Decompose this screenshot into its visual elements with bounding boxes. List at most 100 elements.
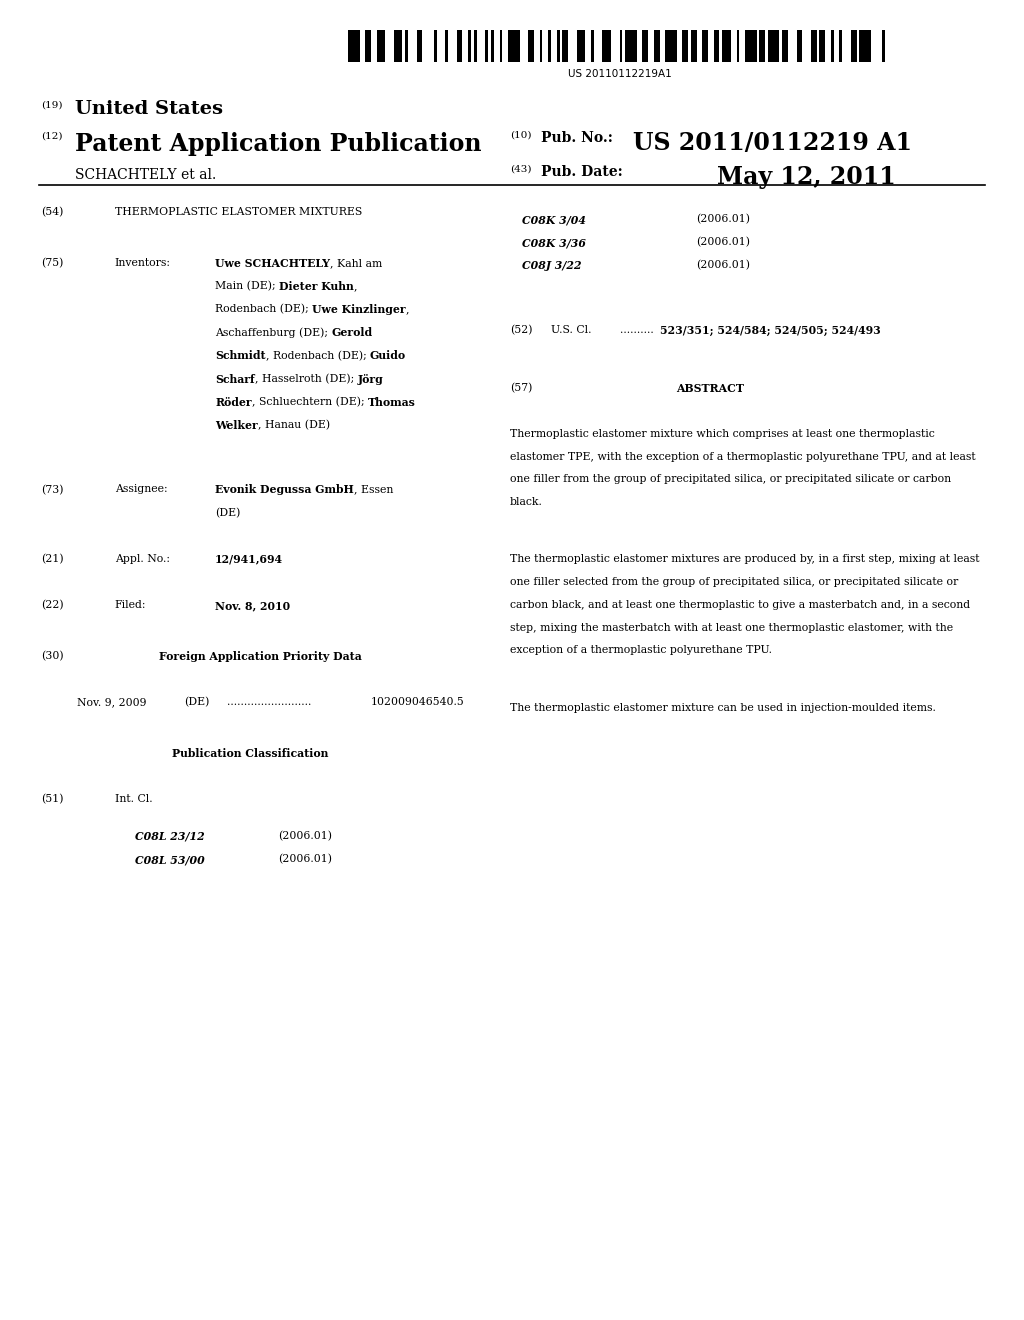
Text: Scharf: Scharf — [215, 374, 255, 384]
Bar — [366, 30, 371, 62]
Text: United States: United States — [75, 100, 223, 119]
Text: 102009046540.5: 102009046540.5 — [371, 697, 465, 708]
Bar — [691, 30, 696, 62]
Text: May 12, 2011: May 12, 2011 — [717, 165, 896, 189]
Bar — [682, 30, 688, 62]
Text: ..........: .......... — [620, 325, 653, 335]
Text: Jörg: Jörg — [357, 374, 383, 384]
Text: Uwe Kinzlinger: Uwe Kinzlinger — [312, 305, 406, 315]
Text: black.: black. — [510, 498, 543, 507]
Bar — [445, 30, 449, 62]
Bar — [714, 30, 720, 62]
Text: , Hasselroth (DE);: , Hasselroth (DE); — [255, 374, 357, 384]
Text: Pub. Date:: Pub. Date: — [541, 165, 623, 180]
Text: 523/351; 524/584; 524/505; 524/493: 523/351; 524/584; 524/505; 524/493 — [660, 325, 882, 337]
Bar — [591, 30, 594, 62]
Text: (DE): (DE) — [215, 507, 241, 517]
Text: (12): (12) — [41, 132, 62, 141]
Text: Publication Classification: Publication Classification — [172, 747, 329, 759]
Text: Welker: Welker — [215, 420, 258, 430]
Bar — [745, 30, 757, 62]
Bar — [620, 30, 623, 62]
Text: C08K 3/04: C08K 3/04 — [522, 214, 586, 226]
Text: Nov. 9, 2009: Nov. 9, 2009 — [77, 697, 146, 708]
Text: Int. Cl.: Int. Cl. — [115, 795, 153, 804]
Bar — [840, 30, 843, 62]
Text: SCHACHTELY et al.: SCHACHTELY et al. — [75, 168, 216, 182]
Text: Filed:: Filed: — [115, 599, 146, 610]
Text: ,: , — [406, 305, 410, 314]
Bar — [577, 30, 586, 62]
Text: ABSTRACT: ABSTRACT — [676, 383, 743, 393]
Text: Patent Application Publication: Patent Application Publication — [75, 132, 481, 156]
Bar — [602, 30, 611, 62]
Text: (30): (30) — [41, 651, 63, 661]
Bar — [377, 30, 385, 62]
Bar — [500, 30, 503, 62]
Bar — [528, 30, 534, 62]
Text: (21): (21) — [41, 554, 63, 564]
Text: (73): (73) — [41, 484, 63, 495]
Text: , Rodenbach (DE);: , Rodenbach (DE); — [265, 351, 370, 360]
Text: Gerold: Gerold — [332, 327, 373, 338]
Text: Thomas: Thomas — [368, 396, 416, 408]
Bar — [485, 30, 488, 62]
Bar — [557, 30, 559, 62]
Text: (2006.01): (2006.01) — [279, 854, 333, 865]
Text: C08J 3/22: C08J 3/22 — [522, 260, 582, 272]
Text: , Essen: , Essen — [353, 484, 393, 495]
Bar — [702, 30, 708, 62]
Text: (2006.01): (2006.01) — [696, 260, 751, 271]
Text: Assignee:: Assignee: — [115, 484, 167, 495]
Text: US 2011/0112219 A1: US 2011/0112219 A1 — [633, 131, 911, 154]
Text: US 20110112219A1: US 20110112219A1 — [567, 69, 672, 79]
Bar — [626, 30, 637, 62]
Bar — [811, 30, 816, 62]
Text: U.S. Cl.: U.S. Cl. — [551, 325, 592, 335]
Text: Appl. No.:: Appl. No.: — [115, 554, 170, 564]
Text: (43): (43) — [510, 165, 531, 174]
Bar — [490, 30, 494, 62]
Bar — [851, 30, 857, 62]
Bar — [782, 30, 788, 62]
Bar — [883, 30, 885, 62]
Text: elastomer TPE, with the exception of a thermoplastic polyurethane TPU, and at le: elastomer TPE, with the exception of a t… — [510, 451, 976, 462]
Text: Guido: Guido — [370, 351, 407, 362]
Text: one filler selected from the group of precipitated silica, or precipitated silic: one filler selected from the group of pr… — [510, 577, 958, 587]
Bar — [797, 30, 803, 62]
Text: The thermoplastic elastomer mixtures are produced by, in a first step, mixing at: The thermoplastic elastomer mixtures are… — [510, 554, 979, 565]
Bar — [859, 30, 870, 62]
Text: , Hanau (DE): , Hanau (DE) — [258, 420, 330, 430]
Bar — [457, 30, 463, 62]
Bar — [394, 30, 402, 62]
Text: Dieter Kuhn: Dieter Kuhn — [280, 281, 354, 292]
Bar — [434, 30, 436, 62]
Bar — [830, 30, 834, 62]
Text: Nov. 8, 2010: Nov. 8, 2010 — [215, 599, 290, 611]
Bar — [508, 30, 519, 62]
Bar — [760, 30, 765, 62]
Bar — [736, 30, 739, 62]
Text: C08K 3/36: C08K 3/36 — [522, 238, 586, 248]
Bar — [468, 30, 471, 62]
Text: (54): (54) — [41, 207, 63, 218]
Text: (DE): (DE) — [184, 697, 210, 708]
Bar — [406, 30, 409, 62]
Text: (2006.01): (2006.01) — [696, 214, 751, 224]
Text: step, mixing the masterbatch with at least one thermoplastic elastomer, with the: step, mixing the masterbatch with at lea… — [510, 623, 953, 632]
Text: THERMOPLASTIC ELASTOMER MIXTURES: THERMOPLASTIC ELASTOMER MIXTURES — [115, 207, 361, 218]
Text: Aschaffenburg (DE);: Aschaffenburg (DE); — [215, 327, 332, 338]
Text: C08L 53/00: C08L 53/00 — [135, 854, 205, 865]
Bar — [653, 30, 659, 62]
Text: Pub. No.:: Pub. No.: — [541, 131, 612, 145]
Text: .........................: ......................... — [227, 697, 311, 708]
Text: (52): (52) — [510, 325, 532, 335]
Text: (2006.01): (2006.01) — [696, 238, 751, 248]
Text: (10): (10) — [510, 131, 531, 140]
Bar — [562, 30, 568, 62]
Bar — [548, 30, 551, 62]
Text: carbon black, and at least one thermoplastic to give a masterbatch and, in a sec: carbon black, and at least one thermopla… — [510, 599, 970, 610]
Bar — [819, 30, 825, 62]
Text: Evonik Degussa GmbH: Evonik Degussa GmbH — [215, 484, 353, 495]
Bar — [348, 30, 359, 62]
